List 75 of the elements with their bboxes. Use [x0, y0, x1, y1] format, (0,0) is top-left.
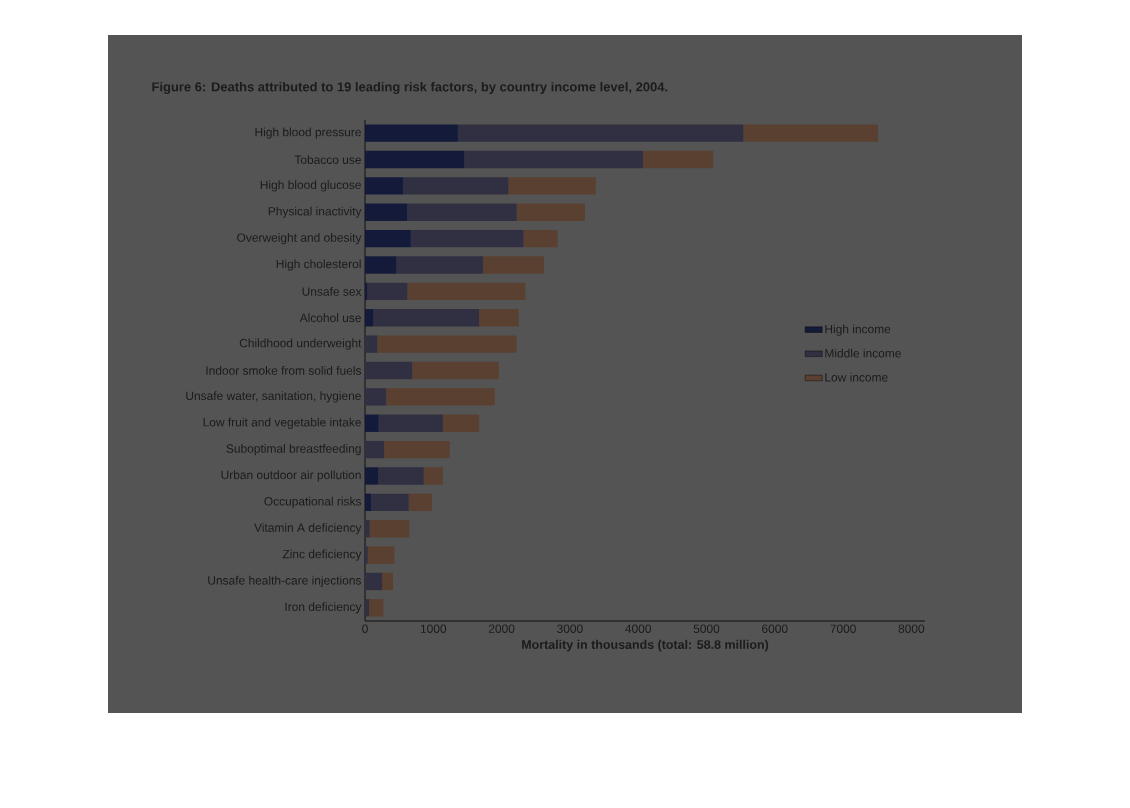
y-tick-label: Occupational risks [264, 496, 362, 508]
bar [365, 546, 368, 564]
y-tick-label: Vitamin A deficiency [254, 523, 362, 535]
bar [384, 440, 450, 459]
y-tick-label: Indoor smoke from solid fuels [206, 366, 362, 375]
bar [410, 229, 524, 248]
bar [386, 388, 495, 406]
bar [642, 150, 714, 169]
bar [365, 256, 397, 274]
x-tick-label: 8000 [898, 624, 925, 633]
bar [369, 520, 410, 538]
bar [365, 388, 387, 406]
bar [378, 414, 443, 432]
bar [365, 309, 374, 327]
bar [365, 335, 378, 353]
legend-label: Low income [825, 372, 888, 382]
bar [382, 572, 394, 591]
bar [457, 124, 744, 142]
bar [408, 493, 432, 512]
bar [407, 282, 526, 301]
bar [365, 572, 383, 591]
bar [371, 493, 409, 512]
bar [483, 256, 544, 274]
bar [367, 546, 395, 564]
bar [365, 203, 408, 221]
y-tick-label: Low fruit and vegetable intake [203, 417, 361, 429]
bar [365, 229, 411, 248]
x-tick-label: 4000 [625, 624, 652, 633]
bar [377, 335, 517, 353]
y-tick-label: Childhood underweight [239, 338, 362, 350]
bar [365, 520, 370, 538]
bar [508, 177, 596, 195]
bar [442, 414, 480, 432]
bar [365, 124, 458, 142]
bar [464, 150, 643, 169]
bar [365, 414, 379, 432]
y-tick-label: Tobacco use [294, 155, 361, 164]
bar [407, 203, 517, 221]
y-tick-label: Zinc deficiency [282, 549, 362, 561]
chart-title: Figure 6: Deaths attributed to 19 leading risk factors, by country income level, 2004. [152, 81, 668, 95]
y-tick-label: Overweight and obesity [237, 233, 362, 245]
bar [479, 309, 519, 327]
bar [365, 440, 385, 459]
x-tick-label: 2000 [488, 624, 515, 633]
bar [523, 229, 558, 248]
bar [403, 177, 509, 195]
bar [365, 467, 378, 485]
bar [743, 124, 878, 142]
bar [369, 599, 384, 617]
bar [365, 361, 413, 380]
bar [373, 309, 480, 327]
bar [367, 282, 408, 301]
x-tick-label: 5000 [693, 624, 720, 633]
bar [365, 282, 368, 301]
y-tick-label: Unsafe health-care injections [208, 575, 362, 588]
bar [377, 467, 424, 485]
y-tick-label: High blood pressure [255, 127, 361, 139]
x-tick-label: 3000 [557, 624, 583, 633]
bar [365, 177, 404, 195]
x-tick-label: 7000 [830, 624, 856, 633]
bar [365, 150, 465, 169]
bar [412, 361, 499, 380]
x-tick-label: 6000 [762, 624, 788, 633]
y-tick-label: Physical inactivity [268, 206, 362, 218]
bar [365, 599, 370, 617]
x-tick-label: 1000 [420, 624, 447, 633]
bar [516, 203, 585, 221]
bar [423, 467, 443, 485]
y-tick-label: Urban outdoor air pollution [221, 470, 361, 482]
legend-label: Middle income [825, 348, 901, 358]
x-axis-title: Mortality in thousands (total: 58.8 million) [522, 639, 769, 652]
y-tick-label: Alcohol use [299, 313, 361, 323]
bar [396, 256, 484, 274]
bar [365, 493, 372, 512]
y-tick-label: Suboptimal breastfeeding [226, 444, 361, 456]
